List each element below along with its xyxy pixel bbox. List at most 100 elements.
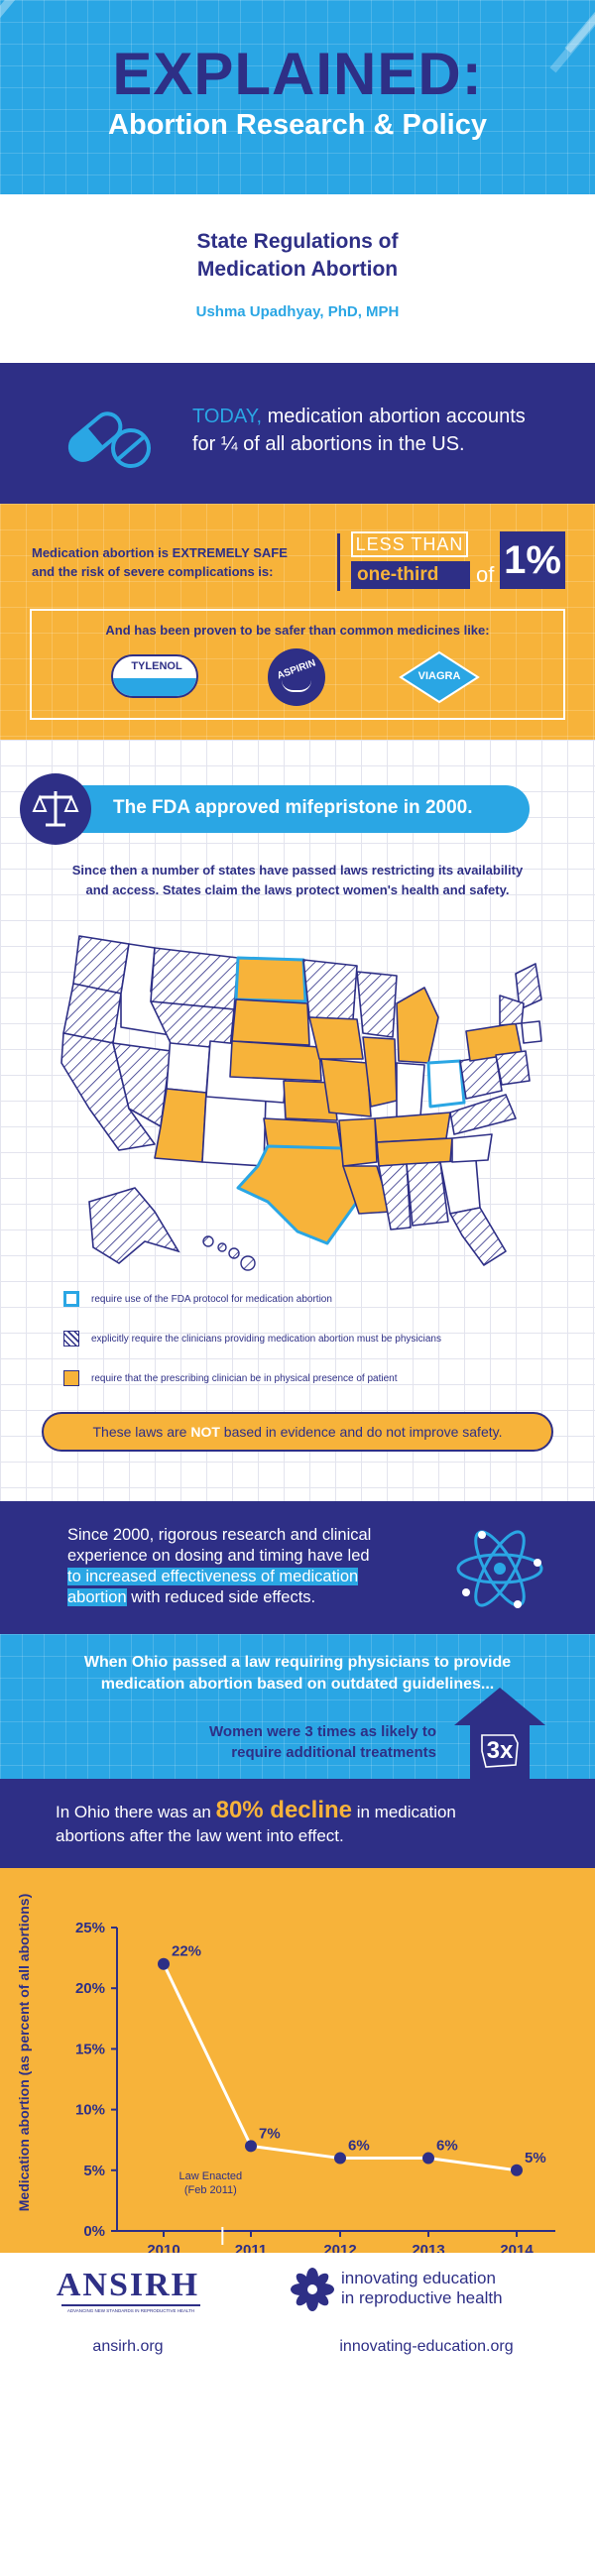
fda-section: The FDA approved mifepristone in 2000. S… [0, 740, 595, 1501]
data-point [511, 2164, 523, 2176]
legend-swatch-presence [63, 1370, 79, 1386]
page-subtitle: Abortion Research & Policy [108, 109, 487, 141]
x-tick-label: 2011 [235, 2242, 268, 2253]
safer-box: And has been proven to be safer than com… [30, 609, 565, 720]
ie-url[interactable]: innovating-education.org [339, 2338, 514, 2355]
series-line [162, 1963, 518, 2172]
percent-badge: 1% [500, 531, 565, 589]
tylenol-label: TYLENOL [131, 660, 182, 672]
legend-swatch-physician [63, 1331, 79, 1347]
decline-text: In Ohio there was an [56, 1803, 216, 1821]
research-highlight-2: abortion [67, 1588, 127, 1606]
x-tick-label: 2014 [500, 2242, 534, 2253]
decline-section: In Ohio there was an 80% decline in medi… [0, 1779, 595, 1868]
arrow-up-icon [454, 1688, 545, 1779]
research-section: Since 2000, rigorous research and clinic… [0, 1501, 595, 1634]
ansirh-logo-underline [61, 2304, 200, 2306]
note-not: NOT [190, 1424, 220, 1440]
today-text-2: for ¼ of all abortions in the US. [192, 433, 465, 455]
times-badge: 3x [486, 1737, 514, 1764]
data-label: 6% [436, 2138, 458, 2155]
one-third-text: one-third [357, 564, 439, 585]
fda-banner-text: The FDA approved mifepristone in 2000. [113, 797, 473, 818]
evidence-note: These laws are NOT based in evidence and… [42, 1412, 553, 1452]
research-text-2: experience on dosing and timing have led [67, 1547, 370, 1565]
today-lead: TODAY, [192, 406, 263, 427]
data-point [245, 2140, 257, 2153]
y-tick-label: 10% [75, 2102, 105, 2119]
flower-icon [291, 2268, 334, 2311]
women-text-2: require additional treatments [231, 1744, 436, 1761]
scales-icon [20, 773, 91, 845]
data-label: 7% [259, 2125, 281, 2142]
intro-section: State Regulations of Medication Abortion… [0, 194, 595, 363]
x-tick-label: 2012 [323, 2242, 356, 2253]
page-title: EXPLAINED: [112, 41, 483, 107]
research-highlight: to increased effectiveness of medication [67, 1568, 359, 1585]
divider [337, 533, 340, 591]
footer: ANSIRH ADVANCING NEW STANDARDS IN REPROD… [0, 2253, 595, 2378]
chart-section: Medication abortion (as percent of all a… [0, 1868, 595, 2253]
data-label: 6% [348, 2138, 370, 2155]
women-text: Women were 3 times as likely to [209, 1723, 436, 1740]
fda-para-2: and access. States claim the laws protec… [85, 882, 510, 897]
tylenol-icon: TYLENOL [111, 654, 198, 698]
map-legend: require use of the FDA protocol for medi… [63, 1279, 559, 1398]
us-map [60, 935, 542, 1271]
annotation-text-2: (Feb 2011) [184, 2184, 237, 2196]
legend-label: require use of the FDA protocol for medi… [91, 1293, 332, 1305]
stripe-decoration [0, 0, 41, 24]
decline-text-3: abortions after the law went into effect… [56, 1826, 344, 1845]
safety-section: Medication abortion is EXTREMELY SAFE an… [0, 504, 595, 740]
note-text: These laws are [92, 1424, 191, 1440]
safer-text: And has been proven to be safer than com… [105, 623, 490, 638]
y-tick-label: 25% [75, 1920, 105, 1936]
pill-icon [67, 411, 151, 468]
y-tick-label: 0% [83, 2223, 105, 2240]
research-text: Since 2000, rigorous research and clinic… [67, 1526, 372, 1544]
safety-text: Medication abortion is EXTREMELY SAFE [32, 545, 288, 560]
of-text: of [476, 562, 495, 587]
data-label: 22% [172, 1943, 201, 1960]
y-tick-label: 20% [75, 1980, 105, 1997]
decline-text-2: in medication [352, 1803, 456, 1821]
today-section: TODAY, medication abortion accounts for … [0, 363, 595, 504]
viagra-label: VIAGRA [417, 670, 461, 682]
x-tick-label: 2010 [147, 2242, 179, 2253]
x-tick-label: 2013 [412, 2242, 444, 2253]
annotation-text: Law Enacted [179, 2170, 243, 2182]
note-text-2: based in evidence and do not improve saf… [219, 1424, 503, 1440]
data-point [422, 2152, 434, 2165]
less-than-badge: LESS THAN [351, 531, 468, 557]
header-banner: EXPLAINED: Abortion Research & Policy [0, 0, 595, 194]
decline-highlight: 80% decline [215, 1797, 352, 1823]
legend-swatch-fda [63, 1291, 79, 1307]
y-tick-label: 15% [75, 2041, 105, 2057]
today-text: medication abortion accounts [262, 406, 526, 427]
legend-label: explicitly require the clinicians provid… [91, 1333, 441, 1345]
data-point [158, 1957, 170, 1970]
ansirh-url[interactable]: ansirh.org [92, 2338, 164, 2355]
fda-para: Since then a number of states have passe… [71, 863, 524, 878]
research-text-3: with reduced side effects. [126, 1588, 316, 1606]
aspirin-icon: ASPIRIN [268, 648, 325, 706]
ohio-section: When Ohio passed a law requiring physici… [0, 1634, 595, 1779]
author: Ushma Upadhyay, PhD, MPH [195, 303, 400, 320]
line-chart: 0% 5% 10% 15% 20% 25% 2010 2011 2012 2013 2014 Law … [75, 1920, 555, 2253]
intro-title: State Regulations of [196, 230, 399, 253]
data-label: 5% [525, 2150, 546, 2166]
data-point [334, 2152, 346, 2165]
ohio-text-2: medication abortion based on outdated gu… [100, 1676, 495, 1693]
viagra-icon: VIAGRA [399, 650, 480, 704]
safety-text-2: and the risk of severe complications is: [32, 564, 274, 579]
legend-label: require that the prescribing clinician b… [91, 1372, 398, 1384]
ansirh-logo: ANSIRH [56, 2267, 200, 2303]
ansirh-tagline: ADVANCING NEW STANDARDS IN REPRODUCTIVE … [66, 2308, 195, 2313]
fda-banner [28, 785, 530, 833]
ohio-text: When Ohio passed a law requiring physici… [83, 1654, 512, 1671]
atom-icon [456, 1530, 543, 1608]
y-tick-label: 5% [83, 2163, 105, 2179]
ie-name-2: in reproductive health [341, 2288, 503, 2307]
intro-title-2: Medication Abortion [196, 258, 399, 281]
ie-name: innovating education [341, 2269, 496, 2287]
